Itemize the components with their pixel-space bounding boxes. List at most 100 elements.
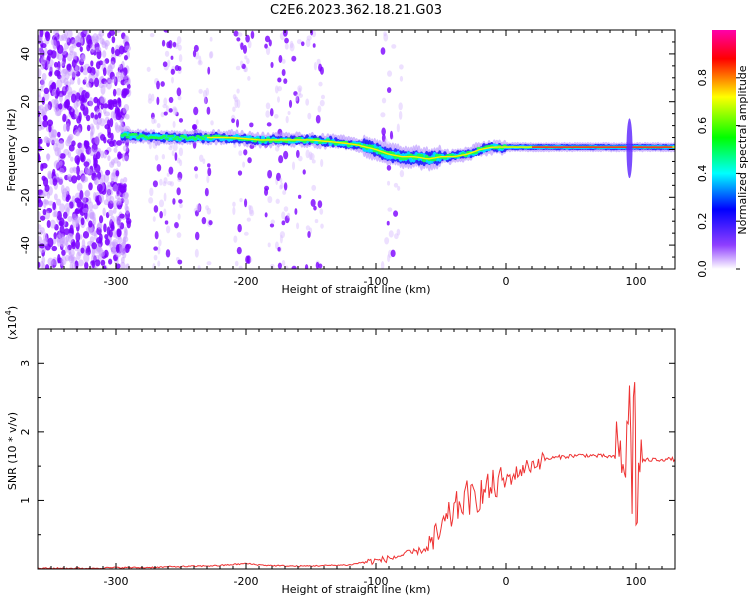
noise-speckle: [207, 163, 211, 168]
noise-speckle: [389, 130, 394, 140]
noise-speckle: [108, 209, 114, 217]
noise-speckle: [386, 87, 392, 93]
noise-speckle: [305, 225, 311, 231]
noise-speckle: [46, 153, 50, 162]
noise-speckle: [64, 202, 71, 213]
noise-speckle: [202, 158, 206, 165]
noise-speckle: [82, 231, 90, 239]
ridge-blob: [161, 134, 167, 138]
noise-speckle: [107, 155, 111, 162]
noise-speckle: [86, 168, 93, 175]
noise-speckle: [43, 87, 50, 94]
noise-speckle: [178, 118, 184, 123]
noise-speckle: [279, 234, 283, 244]
noise-speckle: [281, 211, 286, 220]
noise-speckle: [59, 75, 66, 84]
noise-speckle: [387, 180, 391, 186]
noise-speckle: [100, 259, 106, 266]
noise-speckle: [312, 43, 316, 48]
noise-speckle: [124, 203, 128, 211]
noise-speckle: [50, 129, 57, 138]
noise-speckle: [194, 248, 199, 258]
noise-speckle: [124, 244, 130, 253]
noise-speckle: [165, 105, 170, 114]
noise-speckle: [112, 207, 117, 214]
noise-speckle: [54, 69, 61, 77]
noise-speckle: [93, 157, 98, 167]
noise-speckle: [319, 99, 325, 107]
noise-speckle: [108, 140, 115, 148]
noise-speckle: [89, 97, 94, 107]
colorbar-tick-label: 0.8: [696, 69, 709, 87]
noise-speckle: [159, 178, 163, 186]
noise-speckle: [232, 206, 236, 216]
noise-speckle: [174, 221, 179, 229]
noise-speckle: [110, 159, 115, 166]
noise-speckle: [78, 36, 84, 43]
noise-speckle: [39, 243, 45, 249]
noise-speckle: [394, 233, 399, 240]
noise-speckle: [148, 197, 154, 204]
noise-speckle: [239, 197, 243, 203]
noise-speckle: [235, 65, 241, 71]
noise-speckle: [288, 99, 293, 108]
noise-speckle: [277, 96, 280, 103]
noise-speckle: [269, 108, 274, 117]
svg-text:(x104): (x104): [4, 306, 19, 340]
noise-speckle: [71, 140, 76, 147]
noise-speckle: [53, 232, 57, 240]
noise-speckle: [281, 220, 286, 226]
noise-speckle: [179, 159, 183, 167]
noise-speckle: [282, 190, 287, 195]
noise-speckle: [40, 43, 47, 49]
chart-title: C2E6.2023.362.18.21.G03: [270, 3, 442, 18]
colorbar: 0.0 0.2 0.4 0.6 0.8 Normalized spectral ampl…: [696, 30, 749, 278]
noise-speckle: [59, 225, 65, 234]
noise-speckle: [90, 43, 96, 53]
noise-speckle: [277, 86, 283, 92]
colorbar-tick-label: 0.2: [696, 212, 709, 230]
noise-speckle: [57, 131, 61, 138]
noise-speckle: [168, 96, 174, 104]
noise-speckle: [153, 205, 159, 213]
noise-speckle: [238, 265, 243, 269]
noise-speckle: [71, 93, 77, 103]
noise-speckle: [264, 35, 271, 43]
noise-speckle: [236, 88, 240, 94]
spectrogram-x-tick-label: -300: [104, 275, 129, 288]
noise-speckle: [38, 146, 43, 152]
noise-speckle: [194, 173, 199, 179]
noise-speckle: [265, 102, 271, 110]
noise-speckle: [74, 197, 81, 203]
noise-speckle: [87, 66, 92, 74]
noise-speckle: [40, 78, 46, 88]
noise-speckle: [117, 197, 122, 206]
noise-speckle: [386, 165, 392, 171]
noise-speckle: [280, 182, 284, 189]
noise-speckle: [42, 120, 49, 128]
noise-speckle: [39, 260, 44, 269]
snr-x-tick-label: 0: [503, 575, 510, 588]
noise-speckle: [178, 54, 183, 63]
noise-speckle: [289, 40, 294, 49]
noise-speckle: [193, 166, 198, 172]
noise-speckle: [156, 80, 160, 90]
noise-speckle: [42, 208, 47, 216]
noise-speckle: [172, 106, 177, 111]
noise-speckle: [91, 242, 98, 250]
noise-speckle: [99, 118, 106, 127]
noise-speckle: [243, 231, 249, 236]
noise-speckle: [69, 224, 74, 235]
noise-speckle: [206, 261, 212, 266]
noise-speckle: [158, 239, 162, 247]
noise-speckle: [123, 88, 130, 95]
noise-speckle: [88, 201, 94, 211]
noise-speckle: [67, 215, 73, 222]
noise-speckle: [273, 114, 279, 119]
noise-speckle: [92, 204, 99, 210]
noise-speckle: [313, 61, 317, 71]
noise-speckle: [154, 231, 159, 240]
noise-speckle: [311, 159, 316, 164]
noise-speckle: [122, 250, 127, 259]
noise-speckle: [264, 43, 268, 49]
